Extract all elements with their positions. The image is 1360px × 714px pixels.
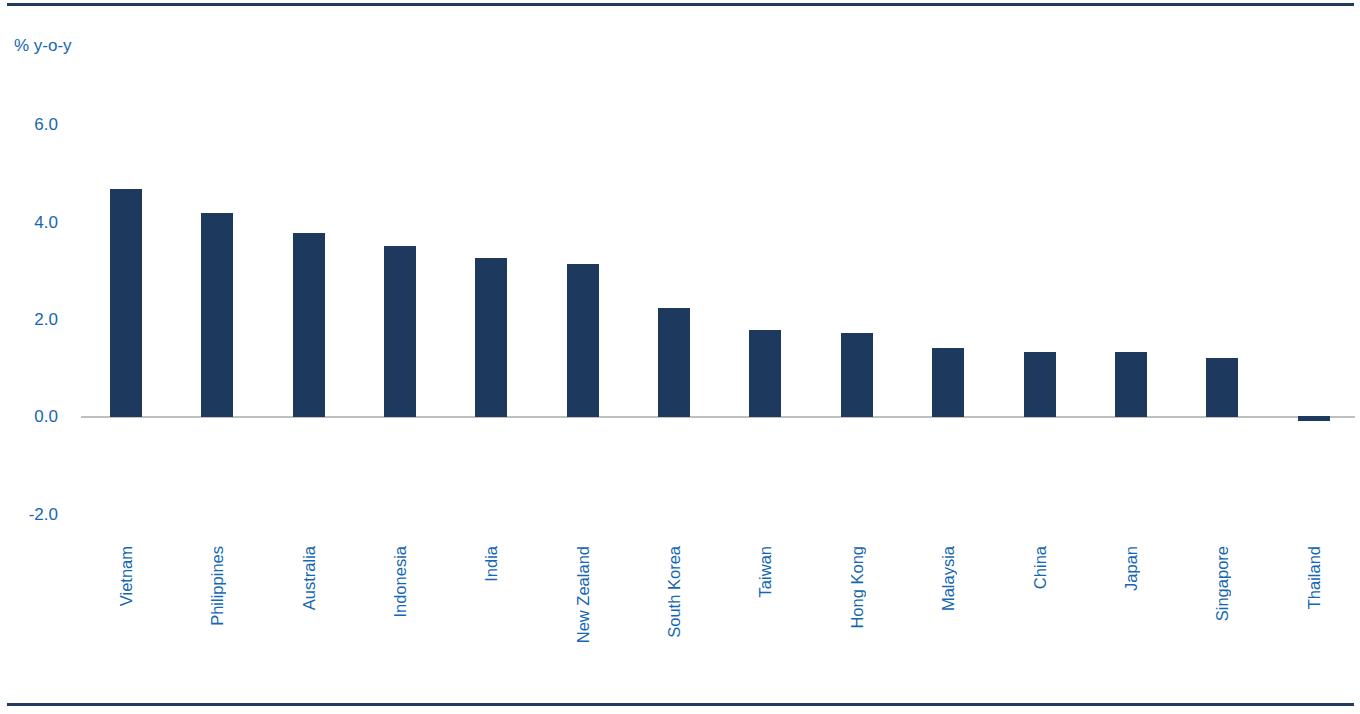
x-label-indonesia: Indonesia xyxy=(390,546,410,618)
y-tick-label: -2.0 xyxy=(14,505,58,525)
top-divider-rule xyxy=(7,3,1354,6)
y-axis-unit-label: % y-o-y xyxy=(14,36,72,56)
bar-taiwan xyxy=(749,330,781,418)
x-label-singapore: Singapore xyxy=(1212,546,1232,621)
chart-page: % y-o-y 6.0 4.0 2.0 0.0 -2.0 Vietnam Philippi… xyxy=(0,0,1360,714)
bar-indonesia xyxy=(384,246,416,417)
y-tick-label: 4.0 xyxy=(14,213,58,233)
bar-singapore xyxy=(1206,358,1238,417)
bar-vietnam xyxy=(110,189,142,418)
bar-philippines xyxy=(201,213,233,417)
x-label-japan: Japan xyxy=(1121,546,1141,591)
x-label-india: India xyxy=(481,546,501,582)
x-label-australia: Australia xyxy=(299,546,319,610)
bar-china xyxy=(1024,352,1056,417)
bottom-divider-rule xyxy=(7,703,1354,706)
x-label-thailand: Thailand xyxy=(1304,546,1324,609)
x-label-hong-kong: Hong Kong xyxy=(847,546,867,629)
x-label-vietnam: Vietnam xyxy=(116,546,136,606)
bar-malaysia xyxy=(932,348,964,417)
y-tick-label: 2.0 xyxy=(14,310,58,330)
y-tick-label: 0.0 xyxy=(14,407,58,427)
x-label-malaysia: Malaysia xyxy=(938,546,958,611)
bar-hong-kong xyxy=(841,333,873,418)
bar-india xyxy=(475,258,507,418)
y-tick-label: 6.0 xyxy=(14,115,58,135)
bar-japan xyxy=(1115,352,1147,417)
bar-new-zealand xyxy=(567,264,599,418)
x-label-new-zealand: New Zealand xyxy=(573,546,593,643)
zero-axis-line xyxy=(81,416,1355,418)
x-label-taiwan: Taiwan xyxy=(755,546,775,597)
bar-south-korea xyxy=(658,308,690,417)
bar-thailand xyxy=(1298,416,1330,421)
x-label-philippines: Philippines xyxy=(207,546,227,626)
x-label-china: China xyxy=(1030,546,1050,589)
bar-australia xyxy=(293,233,325,417)
x-label-south-korea: South Korea xyxy=(664,546,684,638)
